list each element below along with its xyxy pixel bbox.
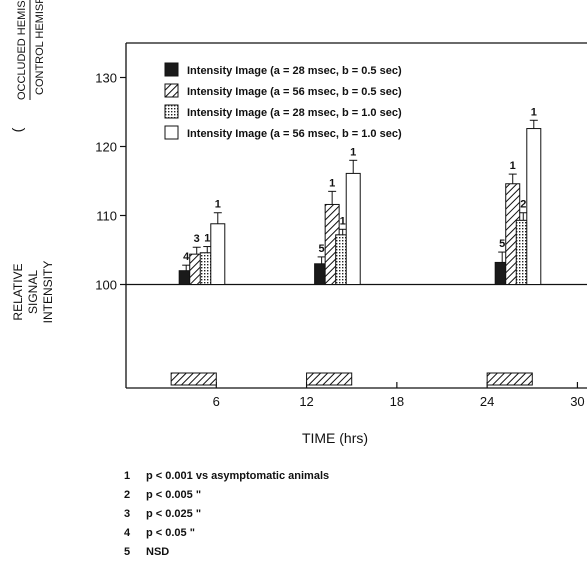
y-axis-label-line: INTENSITY [41,261,55,324]
footnote-text: p < 0.001 vs asymptomatic animals [146,470,330,482]
significance-label: 3 [194,233,200,245]
legend-label: Intensity Image (a = 28 msec, b = 0.5 se… [187,65,402,77]
y-tick-label: 120 [95,140,117,155]
y-axis-label-denominator: CONTROL HEMISPHERE [34,0,46,95]
y-axis-label-group: RELATIVE SIGNAL INTENSITY ( OCCLUDED HEMISPH… [9,0,55,323]
bar [345,172,361,285]
legend-swatch [164,104,179,119]
y-axis-label-line: RELATIVE [11,263,25,320]
bar [210,223,226,285]
y-tick-label: 130 [95,71,117,86]
y-tick-label: 100 [95,278,117,293]
significance-label: 1 [204,233,210,245]
y-tick-label: 110 [96,209,117,224]
significance-label: 1 [510,160,516,172]
significance-label: 1 [340,215,346,227]
footnote-text: p < 0.005 " [146,489,202,501]
footnote-number: 1 [124,470,131,482]
y-axis-label-numerator: OCCLUDED HEMISPHERE [16,0,28,100]
footnote-number: 3 [124,508,131,520]
significance-label: 5 [319,243,325,255]
significance-label: 1 [329,177,335,189]
footnote-number: 5 [124,546,131,558]
x-tick-label: 12 [299,394,313,409]
footnote-text: NSD [146,546,170,558]
occlusion-period-bar [306,372,353,386]
significance-label: 1 [350,146,356,158]
footnote-text: p < 0.05 " [146,527,195,539]
legend-label: Intensity Image (a = 28 msec, b = 1.0 se… [187,107,402,119]
footnote-number: 2 [124,489,131,501]
x-axis-label: TIME (hrs) [302,430,368,446]
chart-legend: Intensity Image (a = 28 msec, b = 0.5 se… [164,62,402,140]
y-axis-label: RELATIVE SIGNAL INTENSITY ( OCCLUDED HEMISPH… [9,0,55,323]
y-axis-label-line: SIGNAL [26,270,40,314]
significance-label: 2 [520,199,526,211]
x-tick-label: 6 [213,394,220,409]
legend-label: Intensity Image (a = 56 msec, b = 1.0 se… [187,128,402,140]
occlusion-period-bar [486,372,533,386]
significance-label: 5 [499,238,505,250]
bar [526,128,542,285]
legend-swatch [164,125,179,140]
footnote-number: 4 [124,527,131,539]
legend-label: Intensity Image (a = 56 msec, b = 0.5 se… [187,86,402,98]
significance-label: 1 [215,199,221,211]
x-tick-label: 24 [480,394,494,409]
x-tick-label: 18 [390,394,404,409]
y-axis-label-paren: ( [9,127,25,132]
significance-label: 4 [183,251,190,263]
x-tick-label: 30 [570,394,584,409]
occlusion-period-bar [170,372,217,386]
footnote-text: p < 0.025 " [146,508,202,520]
significance-label: 1 [531,106,537,118]
legend-swatch [164,62,179,77]
legend-swatch [164,83,179,98]
